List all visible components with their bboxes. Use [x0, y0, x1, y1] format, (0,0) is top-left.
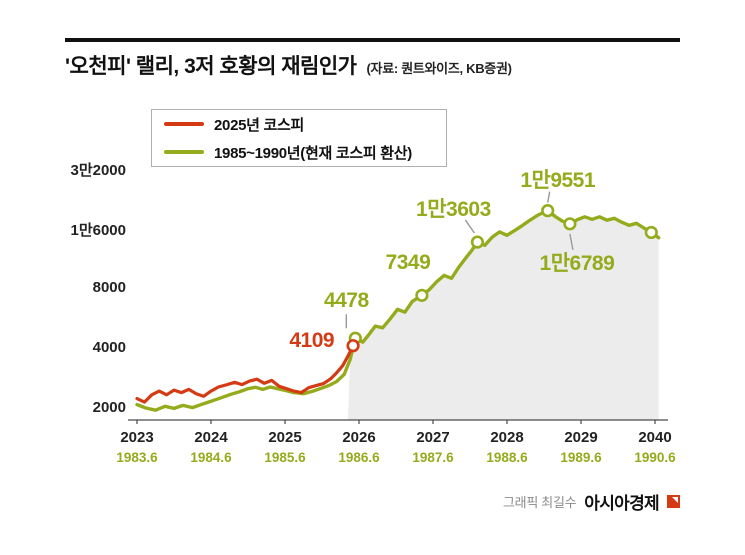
green-line-swatch	[164, 150, 204, 154]
green-point-marker	[470, 235, 485, 249]
asiae-logo-icon	[667, 495, 680, 508]
brand-name: 아시아경제	[584, 494, 659, 513]
annotation-callout-line	[464, 219, 475, 234]
legend-item-2025-kospi: 2025년 코스피	[164, 114, 446, 135]
green-point-marker	[644, 225, 658, 240]
red-line-swatch	[164, 122, 204, 126]
annotation-callout-line	[547, 191, 551, 203]
legend-label-1985-1990: 1985~1990년(현재 코스피 환산)	[214, 144, 412, 162]
red-point-marker	[346, 339, 360, 353]
green-point-marker	[415, 288, 429, 302]
green-point-marker	[563, 217, 577, 231]
header: '오천피' 랠리, 3저 호황의 재림인가 (자료: 퀀트와이즈, KB증권)	[65, 50, 512, 80]
source-label: (자료: 퀀트와이즈, KB증권)	[366, 61, 512, 76]
page-title: '오천피' 랠리, 3저 호황의 재림인가	[65, 55, 357, 78]
legend-label-2025-kospi: 2025년 코스피	[214, 116, 305, 134]
chart-legend: 2025년 코스피 1985~1990년(현재 코스피 환산)	[151, 109, 447, 167]
legend-item-1985-1990: 1985~1990년(현재 코스피 환산)	[164, 142, 446, 163]
top-rule	[65, 38, 680, 42]
area-fill	[347, 210, 659, 420]
green-point-marker	[541, 204, 555, 218]
green-series-line	[135, 208, 661, 412]
annotation-callout-line	[569, 233, 574, 250]
footer: 그래픽 최길수 아시아경제	[503, 489, 680, 514]
graphic-credit: 그래픽 최길수	[503, 495, 577, 510]
red-series-line	[135, 344, 355, 404]
